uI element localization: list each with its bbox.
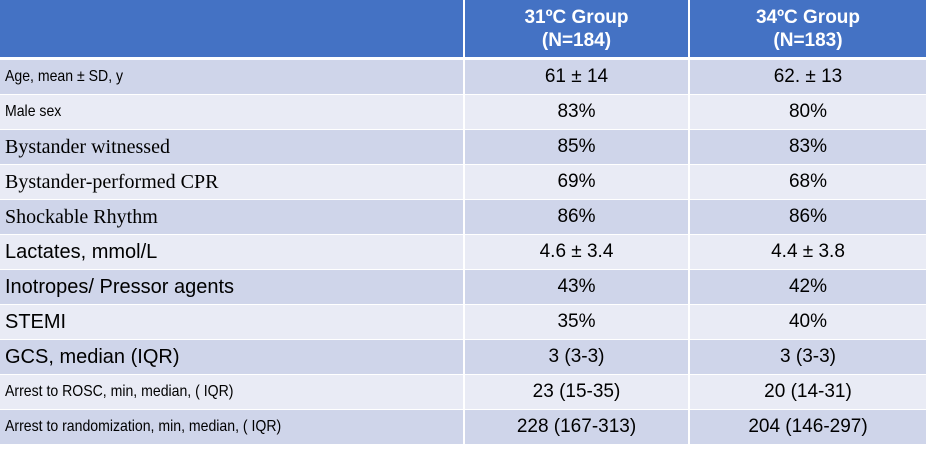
row-label-shockable-rhythm: Shockable Rhythm	[0, 199, 465, 235]
header-blank-cell	[0, 0, 465, 60]
table-row: Lactates, mmol/L 4.6 ± 3.4 4.4 ± 3.8	[0, 234, 927, 270]
cell-arrest-to-rosc-34c: 20 (14-31)	[689, 374, 927, 410]
header-31c-count: (N=184)	[541, 29, 612, 51]
cell-arrest-to-randomization-31c: 228 (167-313)	[464, 409, 690, 445]
header-31c-group: 31ºC Group (N=184)	[464, 0, 690, 60]
row-label-arrest-to-randomization: Arrest to randomization, min, median, ( …	[5, 418, 282, 435]
row-label-lactates: Lactates, mmol/L	[0, 234, 465, 270]
row-label-gcs: GCS, median (IQR)	[0, 339, 465, 375]
cell-bystander-cpr-34c: 68%	[689, 164, 927, 200]
row-label-age: Age, mean ± SD, y	[5, 68, 124, 85]
row-label-arrest-to-rosc: Arrest to ROSC, min, median, ( IQR)	[5, 383, 234, 400]
table-row: GCS, median (IQR) 3 (3-3) 3 (3-3)	[0, 339, 927, 375]
cell-inotropes-31c: 43%	[464, 269, 690, 305]
cell-stemi-31c: 35%	[464, 304, 690, 340]
row-label-bystander-witnessed: Bystander witnessed	[0, 129, 465, 165]
row-label-inotropes: Inotropes/ Pressor agents	[0, 269, 465, 305]
table-row: STEMI 35% 40%	[0, 304, 927, 340]
cell-lactates-31c: 4.6 ± 3.4	[464, 234, 690, 270]
header-34c-group: 34ºC Group (N=183)	[689, 0, 927, 60]
cell-lactates-34c: 4.4 ± 3.8	[689, 234, 927, 270]
header-31c-title: 31ºC Group	[524, 6, 629, 28]
table-row: Shockable Rhythm 86% 86%	[0, 199, 927, 235]
header-34c-title: 34ºC Group	[755, 6, 861, 28]
cell-age-34c: 62. ± 13	[689, 58, 927, 95]
cell-gcs-34c: 3 (3-3)	[689, 339, 927, 375]
table-row: Age, mean ± SD, y 61 ± 14 62. ± 13	[0, 58, 927, 95]
header-34c-count: (N=183)	[773, 29, 843, 51]
cell-male-sex-34c: 80%	[689, 94, 927, 130]
cell-inotropes-34c: 42%	[689, 269, 927, 305]
table-row: Bystander witnessed 85% 83%	[0, 129, 927, 165]
header-row: 31ºC Group (N=184) 34ºC Group (N=183)	[0, 0, 927, 60]
row-label-male-sex: Male sex	[5, 103, 62, 120]
table-row: Bystander-performed CPR 69% 68%	[0, 164, 927, 200]
cell-shockable-rhythm-34c: 86%	[689, 199, 927, 235]
cell-stemi-34c: 40%	[689, 304, 927, 340]
row-label-stemi: STEMI	[0, 304, 465, 340]
table-row: Male sex 83% 80%	[0, 94, 927, 130]
cell-arrest-to-randomization-34c: 204 (146-297)	[689, 409, 927, 445]
table-row: Arrest to randomization, min, median, ( …	[0, 409, 927, 445]
row-label-bystander-cpr: Bystander-performed CPR	[0, 164, 465, 200]
cell-age-31c: 61 ± 14	[464, 58, 690, 95]
table-row: Inotropes/ Pressor agents 43% 42%	[0, 269, 927, 305]
cell-bystander-witnessed-34c: 83%	[689, 129, 927, 165]
cell-shockable-rhythm-31c: 86%	[464, 199, 690, 235]
cell-male-sex-31c: 83%	[464, 94, 690, 130]
cell-gcs-31c: 3 (3-3)	[464, 339, 690, 375]
table-row: Arrest to ROSC, min, median, ( IQR) 23 (…	[0, 374, 927, 410]
cell-bystander-witnessed-31c: 85%	[464, 129, 690, 165]
cell-arrest-to-rosc-31c: 23 (15-35)	[464, 374, 690, 410]
cell-bystander-cpr-31c: 69%	[464, 164, 690, 200]
